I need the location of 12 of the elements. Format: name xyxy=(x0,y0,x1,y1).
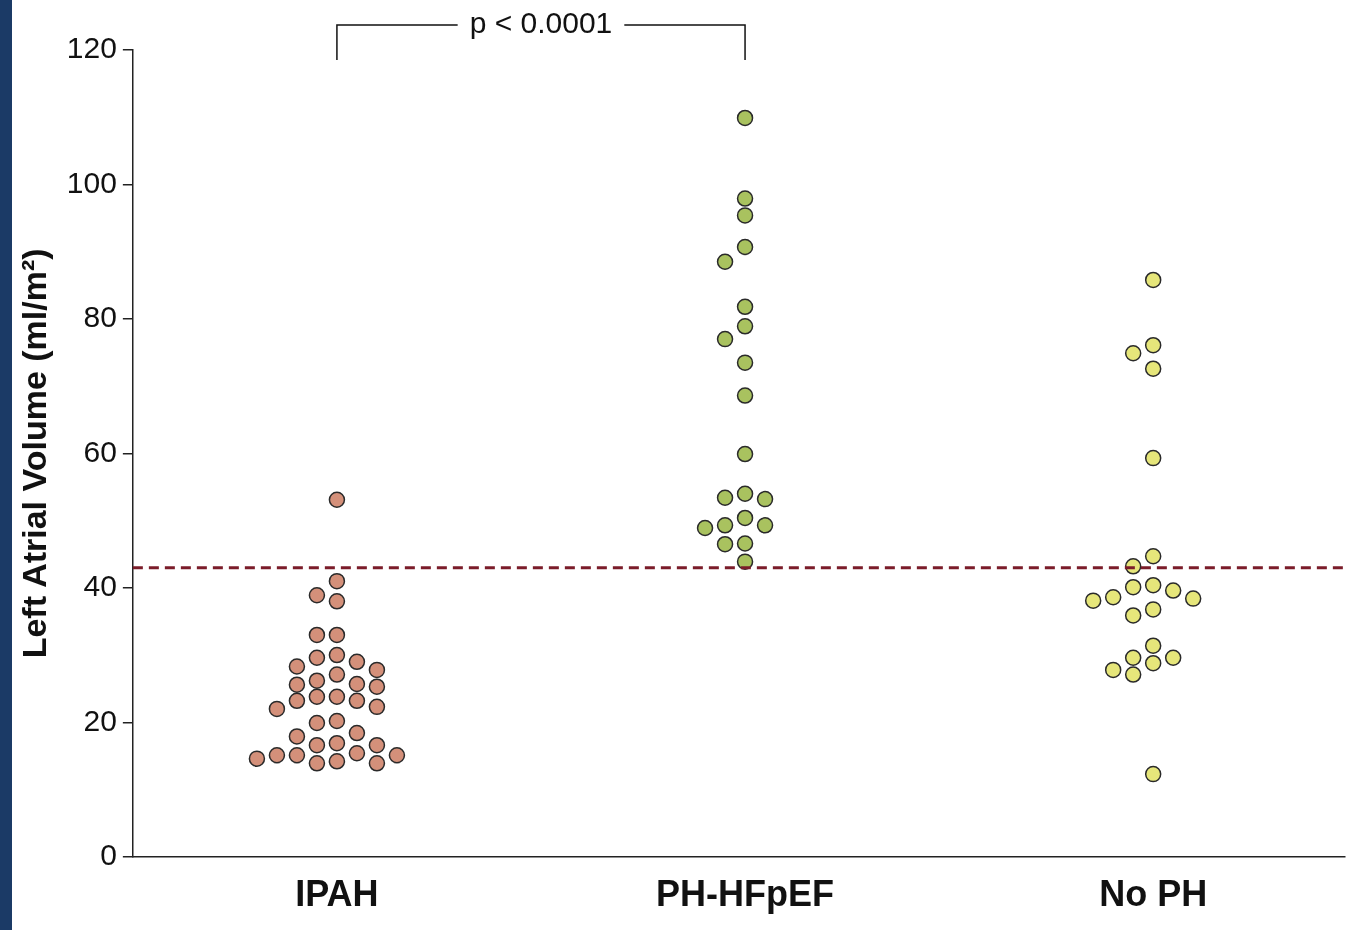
y-axis-title: Left Atrial Volume (ml/m²) xyxy=(14,248,53,659)
y-tick-label: 20 xyxy=(83,703,117,737)
x-tick-label: No PH xyxy=(1099,873,1208,915)
y-tick-label: 120 xyxy=(66,31,117,65)
y-tick-label: 100 xyxy=(66,165,117,199)
y-tick-label: 40 xyxy=(83,569,117,603)
x-tick-label: IPAH xyxy=(295,873,379,915)
x-tick-label: PH-HFpEF xyxy=(656,873,835,915)
y-tick-label: 60 xyxy=(83,434,117,468)
text: p < 0.0001 xyxy=(469,6,613,40)
y-tick-label: 80 xyxy=(83,300,117,334)
y-tick-label: 0 xyxy=(100,838,117,872)
